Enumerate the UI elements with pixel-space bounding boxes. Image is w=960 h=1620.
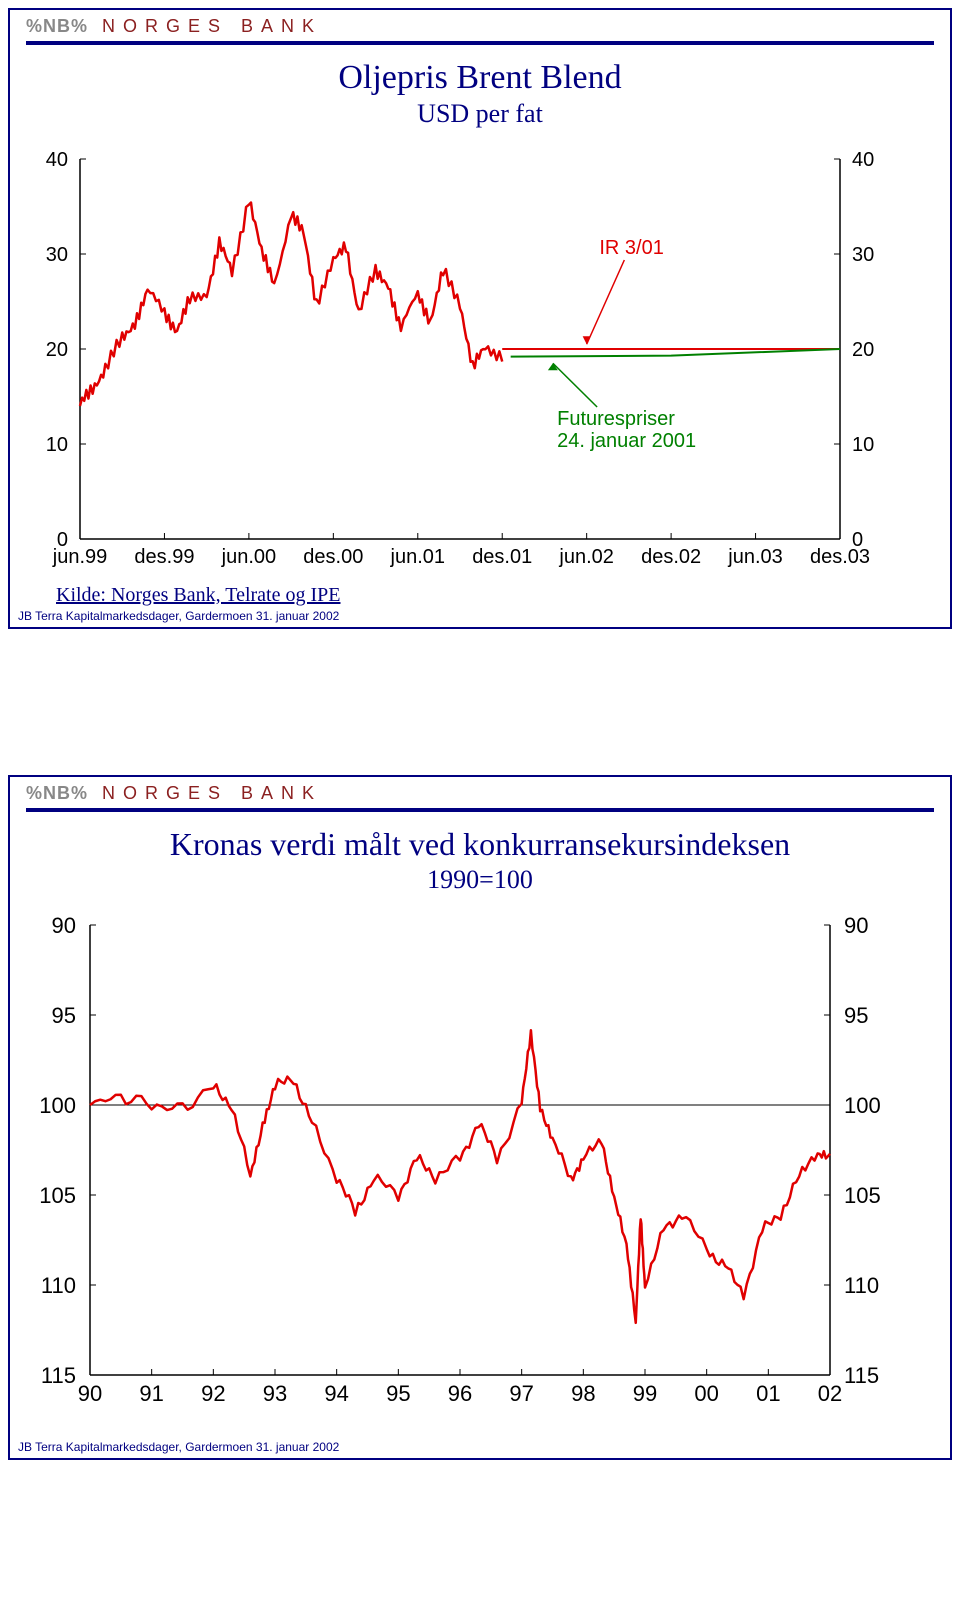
slide-krone-index: %NB% NORGES BANK Kronas verdi målt ved k… xyxy=(8,775,952,1460)
svg-text:95: 95 xyxy=(52,1003,76,1028)
bank-name: NORGES BANK xyxy=(102,783,322,804)
slide-header: %NB% NORGES BANK xyxy=(10,777,950,808)
chart-title: Kronas verdi målt ved konkurransekursind… xyxy=(10,826,950,863)
oil-chart-svg: 001010202030304040jun.99des.99jun.00des.… xyxy=(10,149,910,579)
svg-text:110: 110 xyxy=(844,1273,879,1298)
slide-oil-price: %NB% NORGES BANK Oljepris Brent Blend US… xyxy=(8,8,952,629)
source-note: Kilde: Norges Bank, Telrate og IPE xyxy=(10,584,950,607)
footer-note: JB Terra Kapitalmarkedsdager, Gardermoen… xyxy=(10,1440,950,1458)
svg-text:des.00: des.00 xyxy=(303,546,363,568)
svg-text:90: 90 xyxy=(844,915,868,938)
nb-logo: %NB% xyxy=(26,16,88,37)
svg-text:115: 115 xyxy=(41,1363,76,1388)
svg-text:10: 10 xyxy=(852,434,874,456)
svg-text:des.03: des.03 xyxy=(810,546,870,568)
svg-text:20: 20 xyxy=(852,339,874,361)
svg-text:20: 20 xyxy=(46,339,68,361)
slide-header: %NB% NORGES BANK xyxy=(10,10,950,41)
svg-text:jun.02: jun.02 xyxy=(558,546,614,568)
svg-text:des.01: des.01 xyxy=(472,546,532,568)
chart-plot-krone: 9090959510010010510511011011511590919293… xyxy=(10,915,950,1420)
svg-text:94: 94 xyxy=(324,1381,348,1406)
svg-text:90: 90 xyxy=(78,1381,102,1406)
svg-text:des.99: des.99 xyxy=(134,546,194,568)
header-rule xyxy=(26,808,934,812)
svg-text:99: 99 xyxy=(633,1381,657,1406)
chart-title: Oljepris Brent Blend xyxy=(10,59,950,97)
svg-text:105: 105 xyxy=(844,1183,881,1208)
krone-chart-svg: 9090959510010010510511011011511590919293… xyxy=(10,915,910,1415)
svg-text:30: 30 xyxy=(852,244,874,266)
svg-text:96: 96 xyxy=(448,1381,472,1406)
svg-text:jun.00: jun.00 xyxy=(221,546,277,568)
svg-text:01: 01 xyxy=(756,1381,780,1406)
nb-logo: %NB% xyxy=(26,783,88,804)
svg-text:jun.03: jun.03 xyxy=(727,546,783,568)
svg-text:jun.01: jun.01 xyxy=(390,546,446,568)
svg-text:98: 98 xyxy=(571,1381,595,1406)
chart-subtitle: 1990=100 xyxy=(10,865,950,895)
svg-text:02: 02 xyxy=(818,1381,842,1406)
svg-text:90: 90 xyxy=(52,915,76,938)
svg-text:Futurespriser: Futurespriser xyxy=(557,408,675,430)
svg-text:24. januar 2001: 24. januar 2001 xyxy=(557,430,696,452)
svg-text:95: 95 xyxy=(386,1381,410,1406)
title-block: Kronas verdi målt ved konkurransekursind… xyxy=(10,826,950,895)
svg-text:des.02: des.02 xyxy=(641,546,701,568)
svg-text:105: 105 xyxy=(39,1183,76,1208)
svg-text:95: 95 xyxy=(844,1003,868,1028)
svg-text:30: 30 xyxy=(46,244,68,266)
title-block: Oljepris Brent Blend USD per fat xyxy=(10,59,950,129)
svg-text:91: 91 xyxy=(139,1381,163,1406)
svg-text:100: 100 xyxy=(844,1093,881,1118)
chart-subtitle: USD per fat xyxy=(10,99,950,129)
svg-text:10: 10 xyxy=(46,434,68,456)
svg-text:40: 40 xyxy=(852,149,874,171)
header-rule xyxy=(26,41,934,45)
svg-text:IR 3/01: IR 3/01 xyxy=(599,237,663,259)
footer-note: JB Terra Kapitalmarkedsdager, Gardermoen… xyxy=(10,609,950,627)
svg-text:110: 110 xyxy=(41,1273,76,1298)
svg-text:115: 115 xyxy=(844,1363,879,1388)
svg-text:93: 93 xyxy=(263,1381,287,1406)
svg-text:40: 40 xyxy=(46,149,68,171)
svg-text:92: 92 xyxy=(201,1381,225,1406)
bank-name: NORGES BANK xyxy=(102,16,322,37)
svg-text:jun.99: jun.99 xyxy=(52,546,108,568)
chart-plot-oil: 001010202030304040jun.99des.99jun.00des.… xyxy=(10,149,950,584)
svg-text:100: 100 xyxy=(39,1093,76,1118)
svg-text:00: 00 xyxy=(694,1381,718,1406)
svg-text:97: 97 xyxy=(509,1381,533,1406)
